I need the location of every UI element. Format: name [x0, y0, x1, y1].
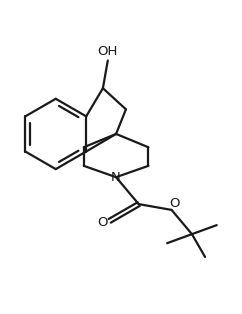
Text: O: O	[169, 197, 180, 210]
Text: N: N	[111, 171, 121, 184]
Text: OH: OH	[98, 45, 118, 58]
Text: O: O	[98, 216, 108, 229]
